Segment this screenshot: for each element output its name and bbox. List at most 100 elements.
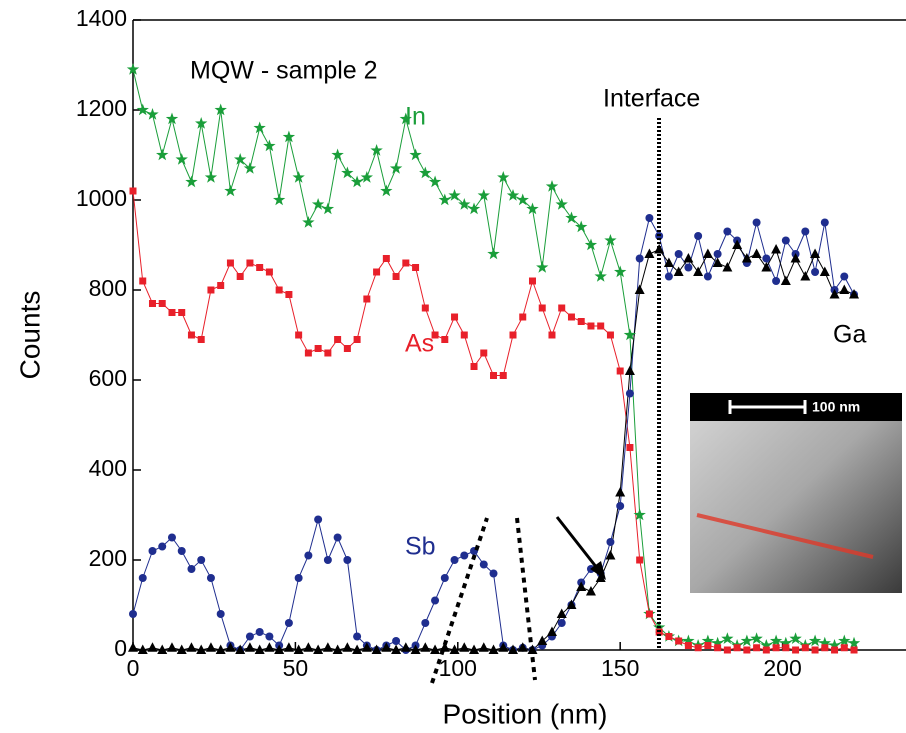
series-label: As xyxy=(405,330,434,358)
data-point xyxy=(487,247,500,260)
data-point xyxy=(663,257,674,267)
data-point xyxy=(801,644,809,652)
data-point xyxy=(187,331,195,339)
data-point xyxy=(419,166,432,179)
data-point xyxy=(156,148,169,161)
data-point xyxy=(136,103,149,116)
data-point xyxy=(420,642,431,652)
data-point xyxy=(197,336,205,343)
data-point xyxy=(410,644,421,654)
data-point xyxy=(625,389,634,398)
data-point xyxy=(421,619,430,627)
data-point xyxy=(790,253,801,263)
data-point xyxy=(158,542,167,551)
data-point xyxy=(808,634,822,647)
data-point xyxy=(575,220,588,233)
data-point xyxy=(519,313,527,321)
data-point xyxy=(234,153,247,165)
annotation: Interface xyxy=(603,85,700,113)
data-point xyxy=(556,608,567,618)
data-point xyxy=(371,644,382,654)
data-point xyxy=(361,642,372,652)
data-point xyxy=(216,610,225,618)
data-point xyxy=(752,218,761,227)
data-point xyxy=(565,211,578,224)
data-point xyxy=(792,646,800,654)
data-point xyxy=(244,642,255,652)
data-point xyxy=(225,642,236,652)
arrow xyxy=(555,516,599,569)
data-point xyxy=(558,304,566,312)
data-point xyxy=(439,642,450,652)
data-point xyxy=(606,538,615,546)
data-point xyxy=(636,556,644,564)
data-point xyxy=(168,309,176,316)
data-point xyxy=(381,642,392,652)
data-point xyxy=(428,175,442,188)
y-tick-label: 200 xyxy=(89,545,127,571)
data-point xyxy=(780,275,791,285)
data-point xyxy=(537,635,548,645)
data-point xyxy=(760,639,773,651)
data-point xyxy=(243,162,257,174)
y-tick-label: 1400 xyxy=(76,5,127,31)
data-point xyxy=(733,644,741,652)
data-point xyxy=(528,277,536,285)
data-point xyxy=(789,632,802,644)
data-point xyxy=(206,574,215,582)
data-point xyxy=(624,365,635,375)
data-point xyxy=(702,248,713,258)
data-point xyxy=(606,331,614,339)
data-point xyxy=(343,345,351,352)
data-point xyxy=(175,153,188,165)
data-point xyxy=(129,187,137,195)
data-point xyxy=(772,277,781,285)
data-point xyxy=(577,318,585,325)
data-point xyxy=(847,636,861,649)
data-point xyxy=(536,261,549,273)
data-point xyxy=(477,189,490,201)
data-point xyxy=(818,636,831,649)
data-point xyxy=(489,569,498,578)
data-point xyxy=(438,193,451,206)
data-point xyxy=(321,202,335,215)
annotation: MQW - sample 2 xyxy=(190,57,378,85)
guide-line xyxy=(515,517,537,681)
data-point xyxy=(701,634,715,647)
data-point xyxy=(772,644,780,652)
x-tick-label: 100 xyxy=(439,655,477,681)
data-point xyxy=(138,574,147,582)
data-point xyxy=(148,300,156,307)
data-point xyxy=(684,263,693,272)
data-point xyxy=(303,642,314,652)
data-point xyxy=(694,232,703,240)
data-point xyxy=(197,556,206,564)
data-point xyxy=(819,266,830,276)
data-point xyxy=(839,284,850,294)
data-point xyxy=(275,286,283,294)
data-point xyxy=(314,515,323,524)
data-point xyxy=(285,291,293,298)
data-point xyxy=(256,264,264,271)
data-point xyxy=(441,336,449,343)
data-point xyxy=(829,289,840,299)
data-point xyxy=(265,632,274,641)
data-point xyxy=(382,255,390,262)
data-point xyxy=(332,644,343,654)
data-point xyxy=(635,254,644,263)
data-point xyxy=(555,198,568,210)
data-point xyxy=(207,286,215,294)
data-point xyxy=(604,234,617,246)
data-point xyxy=(263,139,276,152)
data-point xyxy=(352,644,363,654)
data-point xyxy=(137,644,148,654)
data-point xyxy=(711,636,724,649)
data-point xyxy=(187,565,196,573)
data-point xyxy=(215,644,226,654)
data-point xyxy=(644,248,655,258)
data-point xyxy=(409,148,422,161)
data-point xyxy=(811,646,819,654)
data-point xyxy=(753,644,761,652)
data-point xyxy=(526,202,539,215)
